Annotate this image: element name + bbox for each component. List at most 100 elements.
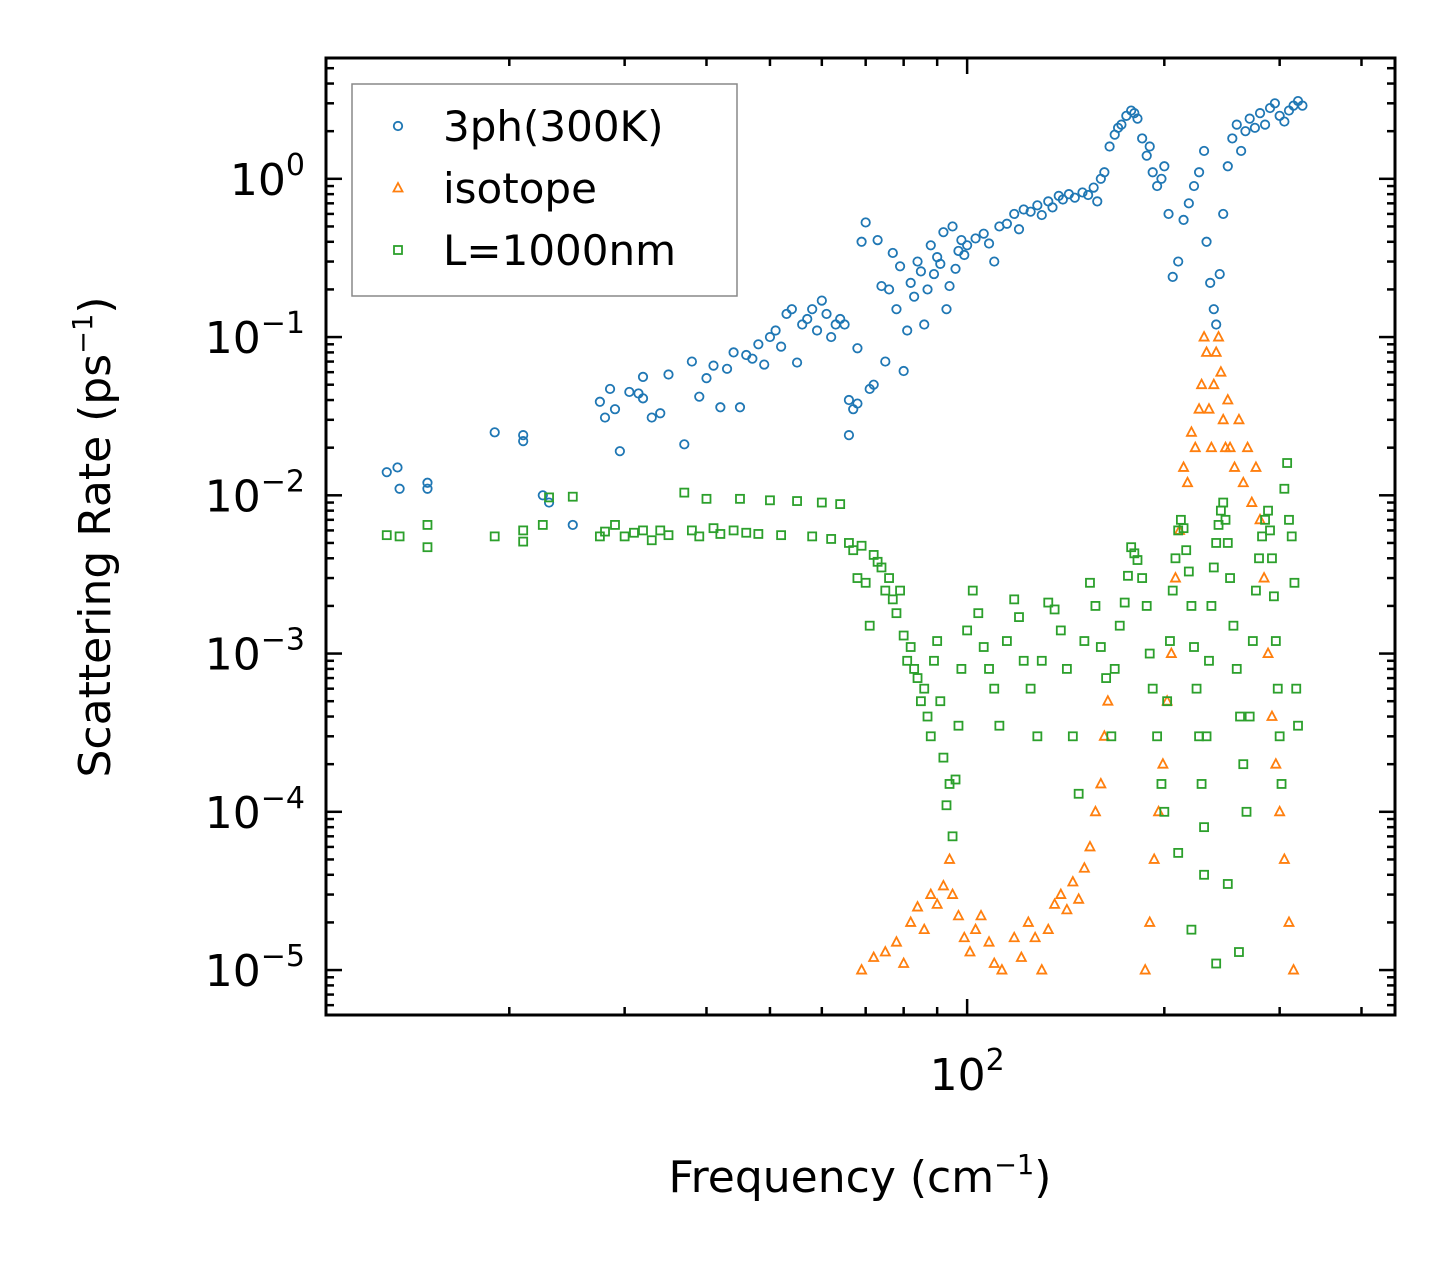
y-tick-label: 10−5 <box>205 939 305 997</box>
data-point <box>1244 711 1255 722</box>
data-point <box>518 436 529 447</box>
data-point <box>1001 636 1012 646</box>
data-point <box>950 774 961 785</box>
data-point <box>1228 620 1239 631</box>
data-point <box>1193 167 1205 178</box>
data-point <box>599 412 611 423</box>
data-point <box>537 520 548 530</box>
data-point <box>708 360 719 371</box>
data-point <box>925 731 936 742</box>
data-point <box>953 720 964 731</box>
data-point <box>919 319 930 330</box>
data-point <box>600 526 610 537</box>
data-point <box>876 562 887 573</box>
data-point <box>1073 788 1084 799</box>
data-point <box>686 356 697 367</box>
data-point <box>1067 731 1078 742</box>
data-point <box>1137 133 1148 144</box>
data-point <box>956 234 967 246</box>
data-point <box>922 284 933 295</box>
data-point <box>988 956 1001 968</box>
data-point <box>1254 108 1266 119</box>
data-point <box>864 620 875 631</box>
data-point <box>422 483 433 494</box>
data-point <box>989 683 1000 694</box>
data-point <box>1214 365 1227 377</box>
data-points <box>381 95 1308 975</box>
data-point <box>1208 562 1219 573</box>
data-point <box>1181 475 1194 488</box>
data-point <box>1109 663 1120 674</box>
data-point <box>1244 113 1255 124</box>
data-point <box>956 663 967 674</box>
data-point <box>679 487 690 498</box>
data-point <box>947 831 958 842</box>
data-point <box>770 325 781 336</box>
data-point <box>1183 198 1194 209</box>
data-point <box>1104 141 1115 152</box>
data-point <box>935 258 946 269</box>
data-point <box>694 531 705 542</box>
data-point <box>919 683 930 694</box>
data-point <box>1258 571 1271 583</box>
data-point <box>879 945 892 957</box>
data-point <box>1178 523 1189 534</box>
data-point <box>1173 525 1184 536</box>
legend-entry-1: isotope <box>392 164 597 213</box>
data-point <box>381 530 392 541</box>
data-point <box>1218 497 1229 508</box>
data-point <box>856 540 867 551</box>
data-point <box>902 325 913 336</box>
data-point <box>1198 330 1211 342</box>
data-point <box>905 277 916 288</box>
legend-marker <box>393 245 403 255</box>
data-point <box>1247 636 1258 646</box>
data-point <box>1101 694 1114 706</box>
data-point <box>1293 720 1303 731</box>
data-point <box>1222 879 1233 889</box>
data-point <box>1186 601 1197 611</box>
data-point <box>1185 425 1198 437</box>
data-point <box>1032 200 1043 211</box>
data-point <box>941 304 952 315</box>
data-point <box>1069 192 1080 203</box>
data-point <box>422 542 433 553</box>
data-point <box>1043 597 1054 608</box>
data-point <box>1156 173 1167 184</box>
data-point <box>1269 98 1280 109</box>
data-point <box>1141 601 1152 611</box>
data-point <box>786 304 797 315</box>
data-point <box>1132 555 1143 565</box>
data-point <box>1254 553 1264 564</box>
data-point <box>1167 271 1178 282</box>
y-tick-label: 100 <box>230 148 305 206</box>
data-point <box>1279 483 1290 494</box>
data-point <box>918 922 931 935</box>
data-point <box>995 963 1008 975</box>
data-point <box>610 520 620 530</box>
data-point <box>1165 646 1178 658</box>
data-point <box>1189 642 1199 652</box>
data-point <box>1144 141 1155 152</box>
data-point <box>747 353 758 364</box>
data-point <box>843 394 855 406</box>
data-point <box>1123 570 1133 581</box>
legend-entry-0: 3ph(300K) <box>392 102 663 151</box>
data-point <box>1089 804 1102 817</box>
data-point <box>753 339 764 350</box>
data-point <box>518 536 529 547</box>
data-point <box>1278 852 1291 864</box>
data-point <box>489 427 500 438</box>
data-point <box>1269 591 1279 602</box>
data-point <box>887 594 898 605</box>
data-point <box>946 887 959 899</box>
data-point <box>1222 538 1233 548</box>
data-point <box>1217 412 1230 425</box>
data-point <box>962 240 973 251</box>
data-point <box>1186 924 1197 935</box>
data-point <box>776 530 787 541</box>
data-point <box>970 233 981 244</box>
data-point <box>1156 779 1167 789</box>
data-point <box>839 319 850 330</box>
data-point <box>894 261 906 272</box>
